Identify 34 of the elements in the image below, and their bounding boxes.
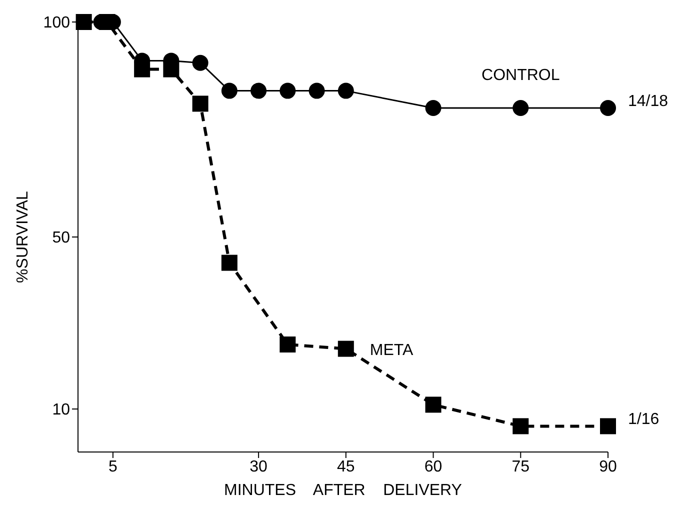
point <box>250 82 267 99</box>
point <box>512 100 529 116</box>
point <box>134 61 150 78</box>
x-tick-label: 30 <box>250 458 268 476</box>
x-tick-label: 5 <box>108 458 118 476</box>
series-label: META <box>370 342 414 359</box>
annotation: 1/16 <box>628 411 660 428</box>
point <box>425 396 442 413</box>
x-axis-title: MINUTES AFTER DELIVERY <box>224 482 462 499</box>
point <box>338 340 354 357</box>
y-axis-title: %SURVIVAL <box>14 190 32 283</box>
point <box>338 82 354 99</box>
annotation: 14/18 <box>628 93 668 110</box>
x-tick-label: 45 <box>337 458 355 476</box>
point <box>163 61 180 78</box>
x-tick-label: 90 <box>599 458 617 476</box>
series-label: CONTROL <box>482 67 560 84</box>
y-tick-label: 50 <box>52 230 70 247</box>
point <box>280 82 296 99</box>
point <box>600 100 616 116</box>
point <box>192 96 208 112</box>
x-tick-label: 75 <box>512 458 530 476</box>
point <box>280 336 296 352</box>
point <box>425 100 442 116</box>
point <box>600 418 616 434</box>
x-tick-label: 60 <box>424 458 442 476</box>
y-tick-label: 100 <box>43 14 70 32</box>
point <box>512 418 529 434</box>
point <box>221 254 238 271</box>
point <box>192 54 208 71</box>
point <box>308 82 325 99</box>
point <box>76 14 92 30</box>
y-tick-label: 10 <box>52 402 70 419</box>
point <box>221 82 238 99</box>
